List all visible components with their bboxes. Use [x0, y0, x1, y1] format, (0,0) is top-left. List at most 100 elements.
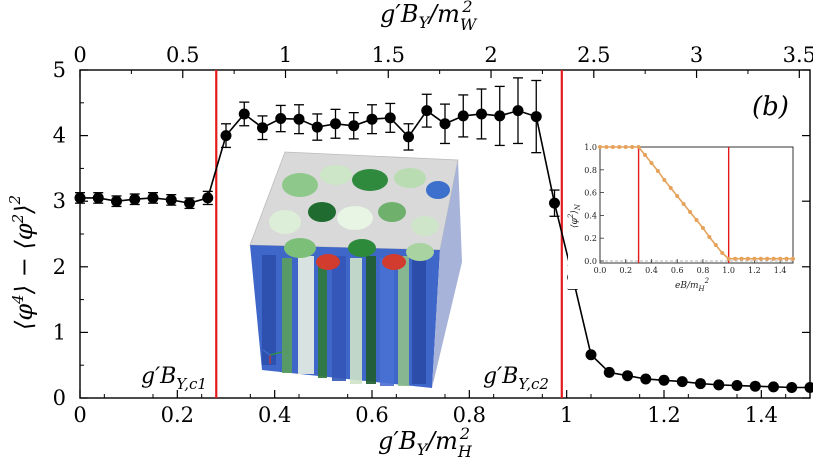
y-tick-label: 3 [53, 189, 66, 213]
inset-point [598, 145, 602, 149]
inset-point [649, 160, 654, 165]
x-tick-label: 0.2 [161, 403, 194, 427]
inset-point [765, 256, 770, 261]
inset-point [636, 145, 641, 149]
inset-point [643, 152, 648, 157]
top-tick-label: 2 [484, 43, 497, 67]
top-tick-label: 1.5 [372, 43, 405, 67]
inset-point [784, 256, 789, 261]
data-point [74, 192, 86, 204]
data-point [622, 370, 633, 382]
data-point [421, 105, 433, 117]
data-point [494, 110, 506, 122]
data-point [804, 382, 813, 394]
data-point [476, 108, 487, 120]
data-point [348, 120, 360, 132]
data-point [749, 380, 761, 392]
top-tick-label: 0 [73, 43, 86, 67]
y-axis: 0 1 2 3 4 5 [53, 58, 810, 410]
y-axis-title: ⟨φ4⟩ − ⟨φ2⟩2 [6, 195, 38, 330]
inset-y-tick-label: 0.2 [584, 234, 597, 243]
critical-label-c1: g′BY,c1 [141, 364, 207, 393]
data-point [92, 192, 104, 204]
data-point [257, 122, 268, 134]
x-tick-label: 1.4 [745, 403, 778, 427]
top-tick-label: 3.5 [783, 43, 813, 67]
inset-axes: 0.0 0.2 0.4 0.6 0.8 1.0 1.2 1.4 0.0 0.2 0.4 0.6 0.8 1… [584, 143, 786, 275]
inset-point [752, 256, 757, 261]
inset-critical-lines [637, 147, 730, 263]
data-point [768, 381, 779, 393]
inset-ylabel: ⟨φ2⟩N [567, 203, 582, 228]
y-tick-label: 5 [53, 58, 66, 82]
inset-x-tick-label: 0.0 [594, 266, 607, 275]
data-point [713, 379, 725, 391]
inset-point [688, 209, 693, 214]
inset-point [758, 256, 763, 261]
inset-point [700, 225, 705, 230]
x-tick-label: 1.2 [647, 403, 680, 427]
data-point [293, 113, 305, 125]
x-axis-title: g′BY/mH2 [378, 424, 473, 461]
data-point [439, 118, 451, 130]
inset-xlabel: eB/mH2 [675, 277, 710, 293]
data-point [129, 193, 141, 205]
inset-y-tick-label: 1.0 [584, 143, 597, 152]
inset-series [598, 145, 795, 261]
data-point [311, 121, 323, 133]
data-point [403, 131, 414, 143]
data-point [111, 195, 122, 207]
data-point [731, 380, 743, 392]
x-tick-label: 0 [73, 403, 86, 427]
inset-x-tick-label: 0.2 [619, 266, 632, 275]
inset-point [694, 217, 699, 222]
data-point [184, 197, 195, 209]
y-tick-label: 1 [53, 320, 66, 344]
inset-point [630, 145, 635, 149]
data-point [384, 112, 396, 124]
top-tick-label: 2.5 [577, 43, 610, 67]
panel-label: (b) [752, 92, 789, 122]
data-point [330, 118, 341, 130]
inset-plot: 0.0 0.2 0.4 0.6 0.8 1.0 1.2 1.4 0.0 0.2 0.4 0.6 0.8 1… [567, 138, 801, 293]
inset-point [604, 145, 609, 149]
inset-y-tick-label: 0.8 [584, 166, 597, 175]
data-point [585, 349, 597, 361]
inset-point [623, 145, 628, 149]
data-point [275, 113, 287, 125]
inset-frame [599, 146, 794, 264]
top-tick-label: 3 [690, 43, 703, 67]
inset-y-tick-label: 0.6 [584, 189, 597, 198]
inset-point [771, 256, 776, 261]
data-point [366, 113, 378, 125]
data-point [786, 382, 798, 394]
inset-point [720, 251, 725, 256]
data-point [238, 108, 250, 120]
inset-point [726, 256, 731, 261]
x-tick-label: 1 [560, 403, 573, 427]
data-point [202, 192, 214, 204]
inset-y-tick-label: 0.4 [584, 211, 597, 220]
inset-y-tick-label: 0.0 [584, 257, 597, 266]
critical-label-c2: g′BY,c2 [483, 364, 549, 393]
inset-x-tick-label: 1.4 [774, 266, 787, 275]
inset-point [617, 145, 622, 149]
inset-point [668, 186, 673, 191]
inset-point [745, 256, 750, 261]
y-tick-label: 0 [53, 386, 66, 410]
top-tick-label: 1 [279, 43, 292, 67]
y-tick-label: 4 [53, 124, 66, 148]
data-point [220, 130, 232, 142]
y-tick-label: 2 [53, 255, 66, 279]
inset-point [662, 178, 667, 183]
inset-x-tick-label: 1.2 [748, 266, 761, 275]
inset-point [778, 256, 783, 261]
data-point [603, 366, 615, 378]
data-point [530, 111, 542, 123]
inset-point [733, 256, 738, 261]
data-point [147, 192, 159, 204]
inset-point [655, 168, 660, 173]
inset-point [610, 145, 615, 149]
inset-point [707, 235, 712, 240]
data-point [676, 376, 688, 388]
